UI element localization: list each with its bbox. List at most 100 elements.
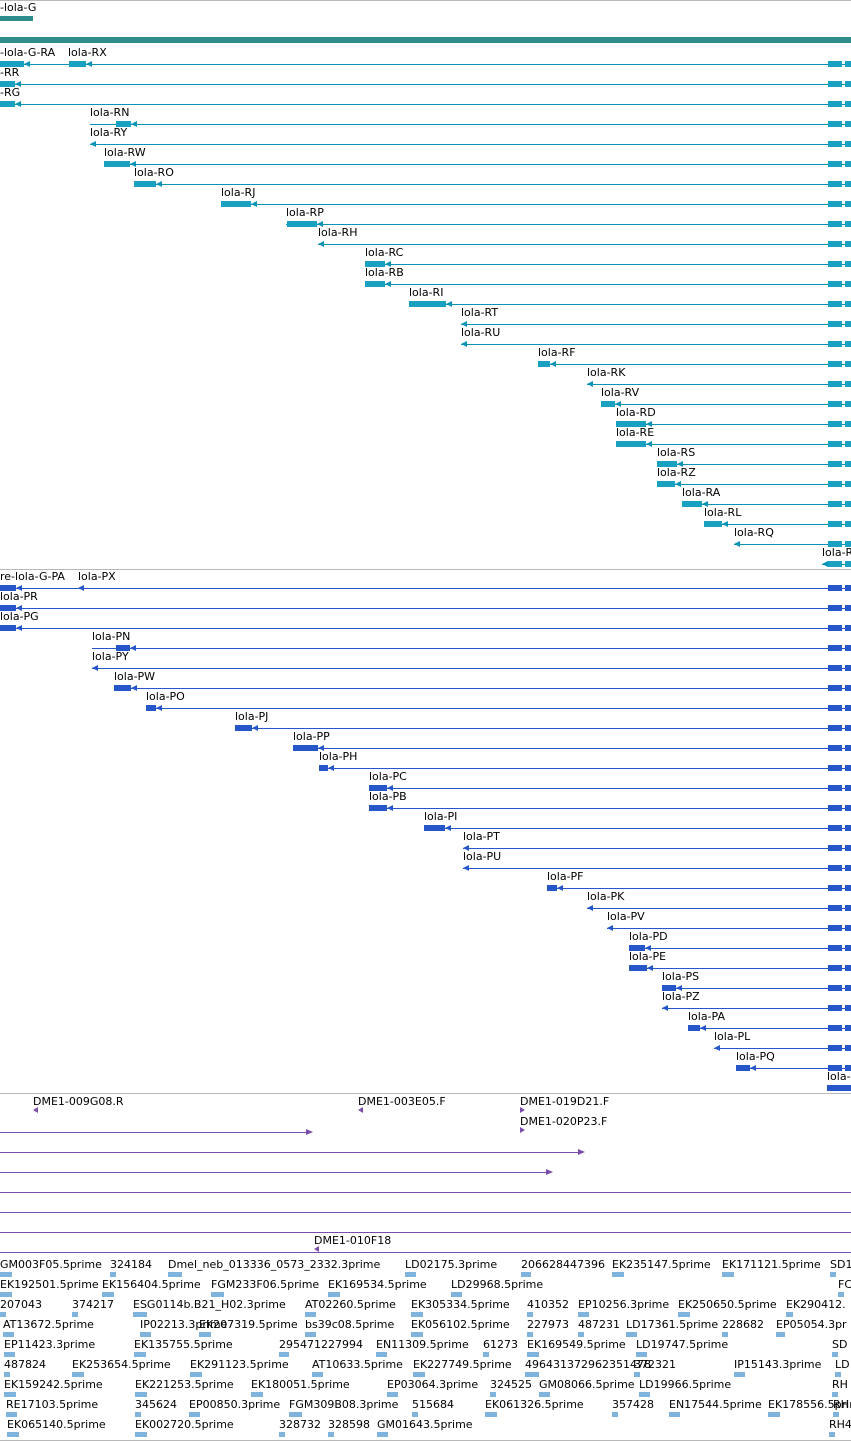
transcript-label[interactable]: lola-RY bbox=[90, 126, 128, 139]
clone-line[interactable] bbox=[0, 1252, 851, 1253]
protein-exon[interactable] bbox=[845, 705, 851, 711]
transcript-label[interactable]: lola-RI bbox=[409, 286, 444, 299]
protein-exon[interactable] bbox=[0, 625, 16, 631]
transcript-exon[interactable] bbox=[365, 281, 385, 287]
est-label[interactable]: LD29968.5prime bbox=[451, 1278, 544, 1291]
clone-label[interactable]: DME1-019D21.F bbox=[520, 1095, 610, 1108]
protein-exon[interactable] bbox=[845, 745, 851, 751]
est-bar[interactable] bbox=[525, 1372, 539, 1377]
protein-label[interactable]: lola-PB bbox=[369, 790, 407, 803]
transcript-exon[interactable] bbox=[845, 521, 851, 527]
est-bar[interactable] bbox=[678, 1312, 690, 1317]
protein-exon[interactable] bbox=[688, 1025, 700, 1031]
est-bar[interactable] bbox=[0, 1292, 12, 1297]
protein-exon[interactable] bbox=[828, 705, 842, 711]
protein-exon[interactable] bbox=[114, 685, 131, 691]
est-bar[interactable] bbox=[190, 1372, 202, 1377]
transcript-exon[interactable] bbox=[845, 381, 851, 387]
est-bar[interactable] bbox=[832, 1352, 838, 1357]
transcript-exon[interactable] bbox=[845, 561, 851, 567]
transcript-label[interactable]: lola-RN bbox=[90, 106, 130, 119]
protein-exon[interactable] bbox=[736, 1065, 750, 1071]
transcript-exon[interactable] bbox=[828, 181, 842, 187]
transcript-exon[interactable] bbox=[845, 161, 851, 167]
est-label[interactable]: EK305334.5prime bbox=[411, 1298, 510, 1311]
transcript-exon[interactable] bbox=[828, 301, 842, 307]
transcript-exon[interactable] bbox=[845, 341, 851, 347]
est-bar[interactable] bbox=[413, 1372, 425, 1377]
transcript-exon[interactable] bbox=[845, 61, 851, 67]
protein-exon[interactable] bbox=[828, 825, 842, 831]
protein-exon[interactable] bbox=[369, 785, 387, 791]
transcript-exon[interactable] bbox=[616, 421, 646, 427]
protein-exon[interactable] bbox=[828, 1045, 842, 1051]
est-bar[interactable] bbox=[211, 1292, 224, 1297]
est-bar[interactable] bbox=[634, 1372, 640, 1377]
est-label[interactable]: EK290412. bbox=[786, 1298, 846, 1311]
est-bar[interactable] bbox=[768, 1412, 780, 1417]
transcript-exon[interactable] bbox=[828, 381, 842, 387]
est-label[interactable]: 227973 bbox=[527, 1318, 569, 1331]
protein-exon[interactable] bbox=[845, 1065, 851, 1071]
est-bar[interactable] bbox=[411, 1332, 423, 1337]
protein-exon[interactable] bbox=[828, 845, 842, 851]
protein-exon[interactable] bbox=[828, 585, 842, 591]
transcript-exon[interactable] bbox=[828, 421, 842, 427]
est-bar[interactable] bbox=[521, 1272, 531, 1277]
est-bar[interactable] bbox=[626, 1332, 637, 1337]
est-bar[interactable] bbox=[722, 1332, 728, 1337]
protein-exon[interactable] bbox=[845, 885, 851, 891]
est-label[interactable]: GM08066.5prime bbox=[539, 1378, 635, 1391]
est-label[interactable]: 324525 bbox=[490, 1378, 532, 1391]
protein-exon[interactable] bbox=[828, 625, 842, 631]
est-label[interactable]: EK221253.5prime bbox=[135, 1378, 234, 1391]
est-label[interactable]: EK065140.5prime bbox=[7, 1418, 106, 1431]
transcript-label[interactable]: lola-RO bbox=[134, 166, 174, 179]
est-label[interactable]: EK169534.5prime bbox=[328, 1278, 427, 1291]
protein-exon[interactable] bbox=[235, 725, 252, 731]
clone-line[interactable] bbox=[0, 1172, 546, 1173]
est-label[interactable]: LD19966.5prime bbox=[639, 1378, 732, 1391]
est-label[interactable]: 372321 bbox=[634, 1358, 676, 1371]
transcript-label[interactable]: lola-RF bbox=[538, 346, 576, 359]
est-bar[interactable] bbox=[669, 1412, 680, 1417]
protein-label[interactable]: lola-PX bbox=[78, 570, 116, 583]
transcript-label[interactable]: lola-RJ bbox=[221, 186, 256, 199]
protein-exon[interactable] bbox=[845, 585, 851, 591]
est-bar[interactable] bbox=[578, 1312, 589, 1317]
protein-exon[interactable] bbox=[828, 685, 842, 691]
est-label[interactable]: EK192501.5prime bbox=[0, 1278, 99, 1291]
transcript-exon[interactable] bbox=[828, 221, 842, 227]
protein-exon[interactable] bbox=[845, 765, 851, 771]
est-bar[interactable] bbox=[612, 1272, 624, 1277]
est-label[interactable]: EK180051.5prime bbox=[251, 1378, 350, 1391]
transcript-label[interactable]: lola-RZ bbox=[657, 466, 696, 479]
protein-exon[interactable] bbox=[828, 985, 842, 991]
transcript-exon[interactable] bbox=[409, 301, 446, 307]
protein-label[interactable]: lola-PN bbox=[92, 630, 131, 643]
est-bar[interactable] bbox=[829, 1432, 835, 1437]
est-bar[interactable] bbox=[189, 1412, 200, 1417]
transcript-exon[interactable] bbox=[134, 181, 156, 187]
transcript-exon[interactable] bbox=[828, 541, 842, 547]
protein-exon[interactable] bbox=[828, 965, 842, 971]
est-label[interactable]: SD1 bbox=[830, 1258, 851, 1271]
est-label[interactable]: 328732 bbox=[279, 1418, 321, 1431]
protein-exon[interactable] bbox=[845, 1045, 851, 1051]
est-label[interactable]: LD17361.5prime bbox=[626, 1318, 719, 1331]
protein-label[interactable]: lola-PY bbox=[92, 650, 129, 663]
transcript-label[interactable]: lola-R bbox=[822, 546, 851, 559]
est-label[interactable]: EK169549.5prime bbox=[527, 1338, 626, 1351]
est-bar[interactable] bbox=[734, 1372, 745, 1377]
transcript-exon[interactable] bbox=[845, 81, 851, 87]
transcript-exon[interactable] bbox=[845, 141, 851, 147]
gene-bar-short[interactable] bbox=[0, 16, 33, 21]
transcript-label[interactable]: -RR bbox=[0, 66, 20, 79]
transcript-label[interactable]: lola-RC bbox=[365, 246, 404, 259]
clone-line[interactable] bbox=[0, 1152, 578, 1153]
transcript-exon[interactable] bbox=[828, 141, 842, 147]
est-label[interactable]: EP11423.3prime bbox=[4, 1338, 96, 1351]
transcript-exon[interactable] bbox=[538, 361, 550, 367]
protein-exon[interactable] bbox=[828, 645, 842, 651]
est-bar[interactable] bbox=[636, 1352, 647, 1357]
